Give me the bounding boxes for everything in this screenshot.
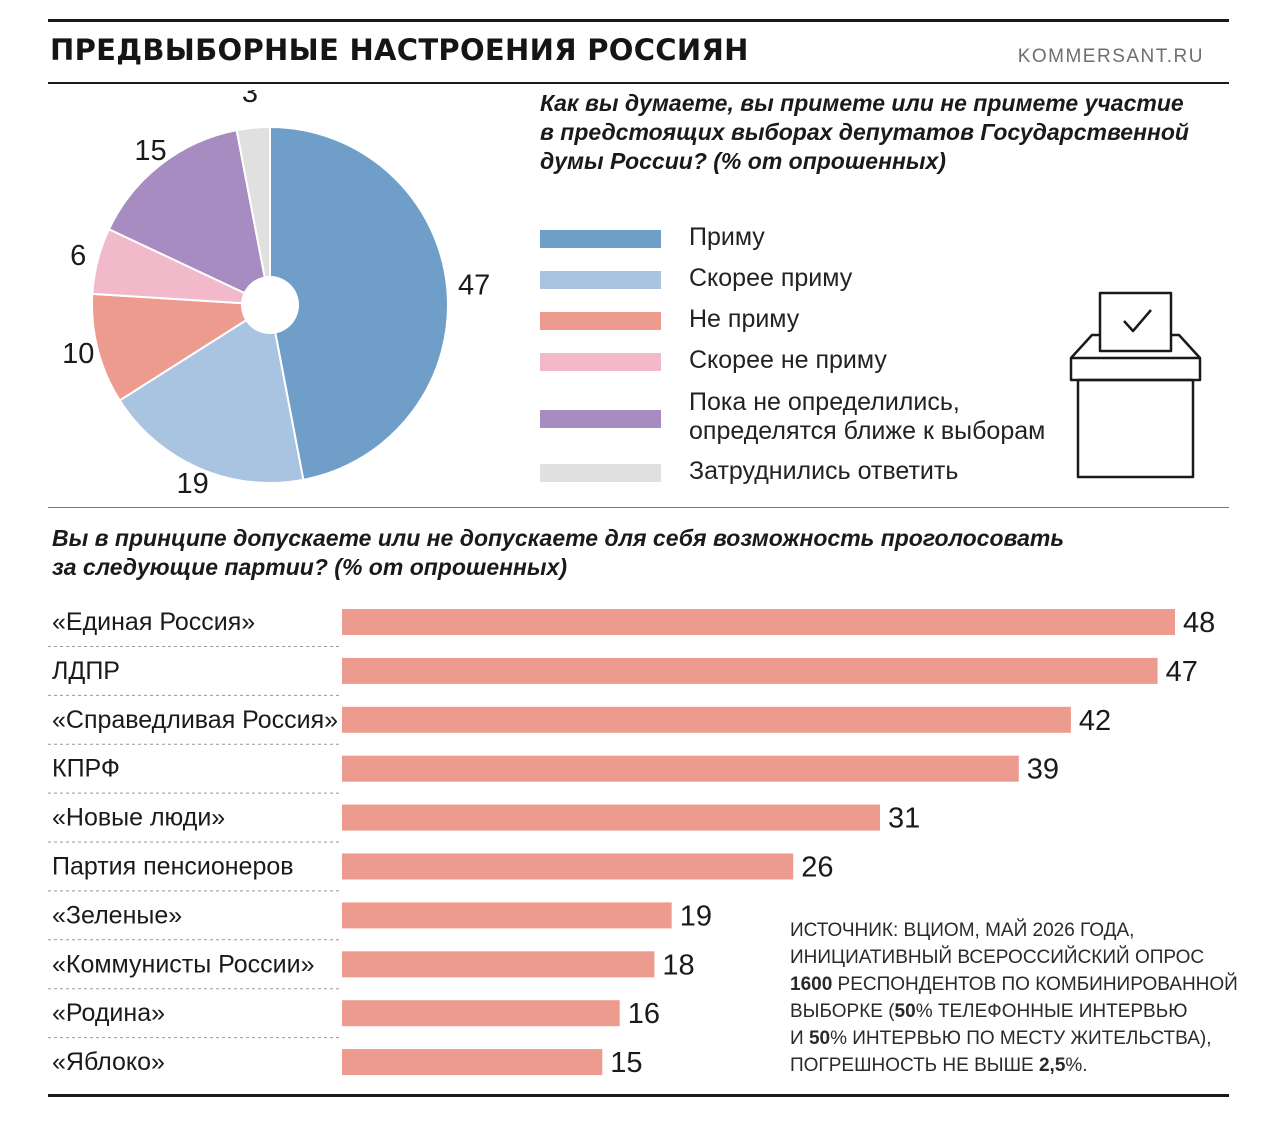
bar-category-label: «Справедливая Россия»	[52, 706, 338, 734]
bar-value-label: 15	[610, 1047, 642, 1079]
bar-category-label: КПРФ	[52, 755, 120, 783]
bar-category-label: «Яблоко»	[52, 1048, 165, 1076]
source-line: ИСТОЧНИК: ВЦИОМ, МАЙ 2026 ГОДА,	[790, 920, 1135, 941]
source-line: И 50% ИНТЕРВЬЮ ПО МЕСТУ ЖИТЕЛЬСТВА),	[790, 1028, 1212, 1049]
bar	[342, 706, 1071, 733]
pie-slice	[235, 125, 271, 306]
legend-swatch	[540, 353, 661, 371]
pie-question-line: Как вы думаете, вы примете или не примет…	[540, 90, 1184, 116]
bar-category-label: «Новые люди»	[52, 804, 225, 832]
top-rule	[48, 19, 1229, 22]
bar-value-label: 26	[801, 852, 833, 884]
bar	[342, 1049, 603, 1076]
legend-label: Скорее приму	[689, 264, 853, 292]
pie-value-label: 15	[134, 135, 166, 167]
party-bar-chart: «Единая Россия» 48 ЛДПР 47 «Справедливая Рос…	[48, 607, 1215, 1079]
bar	[342, 804, 880, 831]
bar-value-label: 39	[1027, 754, 1059, 786]
bar-value-label: 31	[888, 803, 920, 835]
section-rule	[48, 507, 1229, 508]
pie-slice	[107, 128, 272, 307]
page-title: ПРЕДВЫБОРНЫЕ НАСТРОЕНИЯ РОССИЯН	[50, 33, 749, 67]
pie-value-label: 3	[242, 90, 258, 109]
pie-question-line: в предстоящих выборах депутатов Государс…	[540, 119, 1189, 145]
legend-label: Пока не определились, определятся ближе к…	[689, 388, 1046, 445]
pie-value-label: 19	[176, 468, 208, 500]
pie-question: Как вы думаете, вы примете или не примет…	[540, 89, 1230, 176]
header-rule	[48, 82, 1229, 84]
source-line: 1600 РЕСПОНДЕНТОВ ПО КОМБИНИРОВАННОЙ	[790, 974, 1238, 995]
bar-value-label: 16	[628, 998, 660, 1030]
bottom-rule	[48, 1094, 1229, 1097]
turnout-pie-chart: 47 19 10 6 15 3	[62, 90, 490, 500]
source-site: KOMMERSANT.RU	[1017, 46, 1204, 67]
source-note: ИСТОЧНИК: ВЦИОМ, МАЙ 2026 ГОДА, ИНИЦИАТИВ…	[790, 917, 1238, 1079]
legend-swatch	[540, 312, 661, 330]
bar-value-label: 19	[680, 900, 712, 932]
bar	[342, 609, 1175, 635]
bar	[342, 755, 1019, 782]
bar-category-label: «Зеленые»	[52, 901, 182, 929]
bar-value-label: 47	[1166, 656, 1198, 688]
legend-swatch	[540, 410, 661, 428]
bar-value-label: 18	[662, 949, 694, 981]
bar-category-label: ЛДПР	[52, 657, 120, 685]
bar-category-label: «Единая Россия»	[52, 608, 255, 636]
bar	[342, 951, 655, 978]
bar-question-line: Вы в принципе допускаете или не допускае…	[52, 525, 1064, 551]
bar-category-label: Партия пенсионеров	[52, 853, 294, 881]
pie-slice	[118, 303, 305, 484]
pie-value-label: 10	[62, 338, 94, 370]
ballot-box-icon	[1069, 291, 1202, 479]
bar-question-line: за следующие партии? (% от опрошенных)	[52, 554, 568, 580]
pie-value-label: 47	[458, 270, 490, 302]
bar-category-label: «Коммунисты России»	[52, 950, 314, 978]
bar	[342, 657, 1158, 684]
pie-center-hole	[241, 276, 299, 334]
bar-category-label: «Родина»	[52, 999, 165, 1027]
bar-value-label: 48	[1183, 607, 1215, 639]
bar-question: Вы в принципе допускаете или не допускае…	[52, 524, 1192, 582]
bar	[342, 1000, 620, 1027]
legend-label: Скорее не приму	[689, 346, 887, 374]
pie-question-line: думы России? (% от опрошенных)	[540, 148, 946, 174]
source-line: ИНИЦИАТИВНЫЙ ВСЕРОССИЙСКИЙ ОПРОС	[790, 947, 1205, 968]
legend-swatch	[540, 230, 661, 248]
bar	[342, 902, 672, 929]
legend-swatch	[540, 271, 661, 289]
source-line: ВЫБОРКЕ (50% ТЕЛЕФОННЫЕ ИНТЕРВЬЮ	[790, 1001, 1188, 1022]
pie-value-label: 6	[70, 240, 86, 272]
bar	[342, 853, 794, 880]
source-line: ПОГРЕШНОСТЬ НЕ ВЫШЕ 2,5%.	[790, 1055, 1088, 1076]
legend-label: Не приму	[689, 305, 800, 333]
pie-slice	[91, 292, 274, 402]
legend-label: Приму	[689, 223, 765, 251]
bar-value-label: 42	[1079, 705, 1111, 737]
legend-label: Затруднились ответить	[689, 457, 959, 485]
pie-slice	[269, 125, 449, 482]
legend-swatch	[540, 464, 661, 482]
